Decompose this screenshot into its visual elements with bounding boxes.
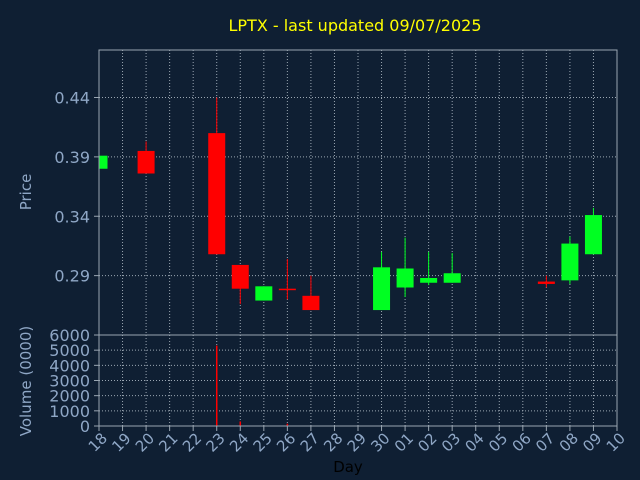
x-tick-label: 27: [297, 429, 323, 455]
x-tick-label: 22: [179, 429, 205, 455]
x-tick-label: 23: [203, 429, 229, 455]
x-tick-label: 04: [462, 429, 488, 455]
x-tick-label: 28: [320, 429, 346, 455]
x-tick-label: 21: [155, 429, 181, 455]
candle-body: [255, 286, 273, 301]
x-tick-label: 29: [344, 429, 370, 455]
candle-body: [537, 281, 555, 284]
price-tick-label: 0.34: [54, 207, 90, 226]
candle-body: [137, 150, 155, 174]
price-axis-label: Price: [17, 174, 35, 211]
volume-tick-label: 6000: [49, 326, 90, 345]
candle-body: [278, 288, 296, 291]
candle-body: [231, 264, 249, 289]
x-axis-label: Day: [333, 458, 363, 476]
price-tick-label: 0.39: [54, 148, 90, 167]
candle-body: [420, 278, 438, 283]
volume-tick-label: 3000: [49, 372, 90, 391]
volume-tick-label: 4000: [49, 356, 90, 375]
x-tick-label: 05: [485, 429, 511, 455]
candle-body: [208, 133, 226, 255]
candle-body: [584, 215, 602, 255]
x-tick-label: 03: [438, 429, 464, 455]
x-tick-label: 02: [414, 429, 440, 455]
x-tick-label: 07: [532, 429, 558, 455]
x-tick-label: 25: [250, 429, 276, 455]
candle-body: [561, 243, 579, 281]
x-tick-label: 09: [579, 429, 605, 455]
volume-tick-label: 1000: [49, 402, 90, 421]
volume-axis-label: Volume (0000): [17, 326, 35, 436]
x-tick-label: 30: [367, 429, 393, 455]
volume-tick-label: 5000: [49, 341, 90, 360]
x-tick-label: 24: [226, 429, 252, 455]
x-tick-label: 08: [556, 429, 582, 455]
candle-body: [373, 267, 391, 311]
x-tick-label: 01: [391, 429, 417, 455]
candle-body: [302, 295, 320, 311]
candle-body: [443, 273, 461, 283]
price-tick-label: 0.29: [54, 267, 90, 286]
chart-title: LPTX - last updated 09/07/2025: [228, 16, 481, 35]
price-tick-label: 0.44: [54, 89, 90, 108]
candle-body: [99, 155, 108, 169]
axis-layer: 0.440.390.340.29600050004000300020001000…: [49, 49, 629, 456]
volume-tick-label: 0: [80, 417, 90, 436]
x-tick-label: 26: [273, 429, 299, 455]
x-tick-label: 19: [108, 429, 134, 455]
x-tick-label: 10: [603, 429, 629, 455]
x-tick-label: 06: [509, 429, 535, 455]
x-tick-label: 20: [132, 429, 158, 455]
marks-layer: [98, 97, 602, 426]
candle-body: [396, 268, 414, 288]
grid-layer: [98, 50, 618, 427]
volume-tick-label: 2000: [49, 387, 90, 406]
